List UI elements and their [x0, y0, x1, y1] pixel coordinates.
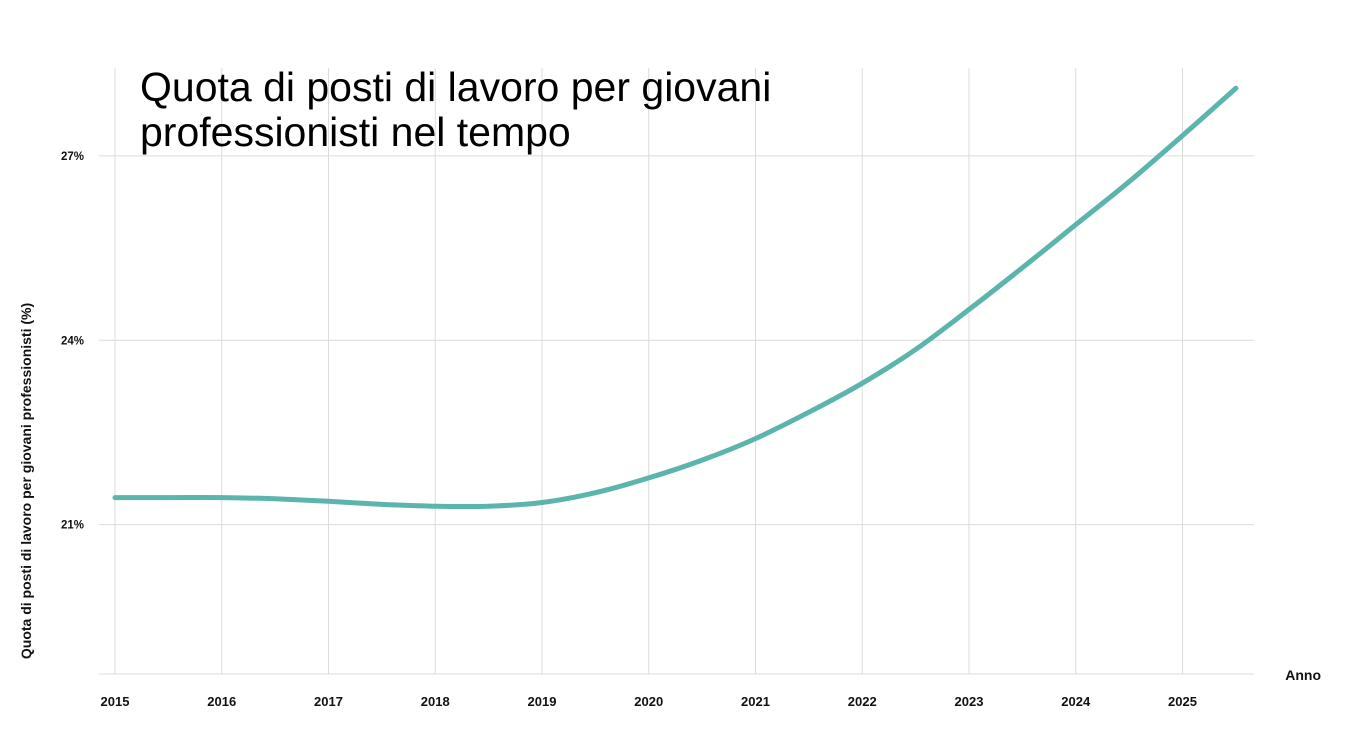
x-tick-2019: 2019 — [528, 694, 557, 709]
horizontal-gridlines — [99, 155, 1254, 526]
y-tick-21: 21% — [61, 520, 84, 532]
chart-title-line-2: professionisti nel tempo — [140, 109, 571, 155]
x-tick-2025: 2025 — [1168, 694, 1197, 709]
series-line — [112, 85, 1239, 510]
x-tick-2022: 2022 — [848, 694, 877, 709]
x-tick-2015: 2015 — [101, 694, 130, 709]
chart-title-line-1: Quota di posti di lavoro per giovani — [140, 64, 771, 110]
x-tick-2020: 2020 — [634, 694, 663, 709]
y-tick-labels: 21% 24% 27% — [61, 151, 84, 532]
y-tick-27: 27% — [61, 151, 84, 163]
vertical-gridlines — [114, 68, 1183, 674]
x-tick-2016: 2016 — [207, 694, 236, 709]
y-tick-24: 24% — [61, 335, 84, 347]
x-tick-2024: 2024 — [1061, 694, 1091, 709]
x-tick-labels: 2015 2016 2017 2018 2019 2020 2021 2022 2023 2024… — [101, 694, 1197, 709]
x-tick-2017: 2017 — [314, 694, 343, 709]
x-axis-label: Anno — [1285, 667, 1321, 683]
x-tick-2023: 2023 — [955, 694, 984, 709]
y-axis-label: Quota di posti di lavoro per giovani pro… — [18, 303, 34, 659]
x-tick-2021: 2021 — [741, 694, 770, 709]
x-tick-2018: 2018 — [421, 694, 450, 709]
